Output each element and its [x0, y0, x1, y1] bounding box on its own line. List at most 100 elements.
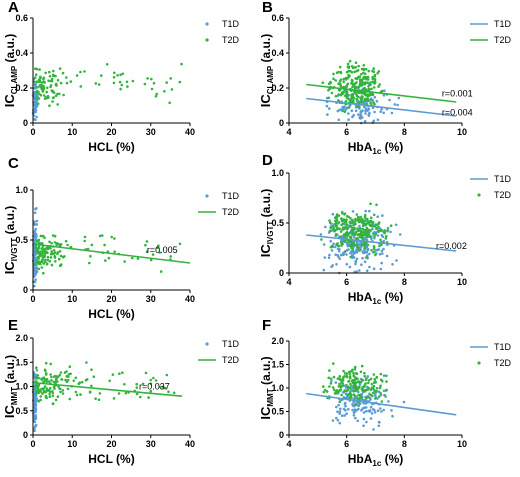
point-t2d — [49, 247, 52, 250]
point-t2d — [346, 65, 350, 68]
point-t1d — [363, 406, 366, 410]
point-t2d — [332, 362, 335, 365]
point-t2d — [370, 93, 374, 96]
point-t2d — [349, 236, 353, 239]
point-t2d — [49, 79, 53, 83]
point-t1d — [393, 103, 397, 106]
x-tick-label: 10 — [457, 277, 467, 287]
y-tick-label: 0.2 — [271, 83, 284, 93]
y-tick-label: 0 — [23, 118, 28, 128]
point-t1d — [355, 257, 359, 261]
point-t2d — [68, 397, 72, 401]
point-t2d — [354, 376, 357, 379]
point-t2d — [94, 82, 98, 85]
point-t2d — [74, 376, 78, 380]
point-t2d — [337, 214, 341, 217]
point-t2d — [165, 81, 168, 84]
point-t2d — [327, 88, 330, 92]
point-t2d — [41, 392, 44, 395]
point-t2d — [38, 241, 42, 245]
point-t2d — [33, 263, 36, 266]
point-t2d — [54, 398, 58, 402]
point-t1d — [35, 368, 39, 372]
point-t2d — [355, 91, 358, 94]
axes: 0 10 20 30 40 0 0.5 1.0 HCL (%) ICIVGTT (a.u.) — [2, 185, 195, 321]
point-t1d — [361, 109, 364, 113]
point-t1d — [382, 374, 386, 377]
y-label-sub: IVGTT — [266, 221, 275, 245]
point-t2d — [159, 385, 162, 389]
point-t2d — [361, 231, 365, 234]
point-t2d — [351, 221, 355, 225]
point-t2d — [372, 232, 375, 235]
point-t1d — [34, 227, 37, 231]
point-t2d — [366, 81, 369, 84]
point-t2d — [53, 254, 56, 258]
point-t2d — [345, 218, 348, 221]
point-t2d — [353, 82, 357, 85]
point-t2d — [59, 254, 63, 258]
point-t2d — [371, 69, 374, 73]
point-t2d — [66, 378, 70, 382]
point-t2d — [360, 220, 364, 224]
point-t2d — [37, 262, 40, 265]
point-t2d — [332, 77, 335, 81]
point-t1d — [352, 236, 356, 239]
point-t2d — [88, 261, 91, 265]
point-t2d — [349, 382, 352, 386]
point-t1d — [339, 407, 342, 411]
point-t2d — [349, 396, 353, 399]
point-t2d — [147, 396, 150, 399]
point-t2d — [51, 96, 55, 100]
point-t2d — [98, 392, 102, 395]
point-t2d — [90, 384, 93, 388]
point-t2d — [373, 378, 377, 381]
point-t2d — [358, 227, 362, 230]
point-t2d — [57, 257, 61, 261]
point-t2d — [385, 374, 388, 378]
x-label-unit: (%) — [381, 140, 403, 154]
y-label-sub: MMT — [10, 387, 19, 405]
point-t2d — [120, 83, 124, 87]
point-t2d — [356, 387, 359, 390]
point-t1d — [334, 381, 338, 384]
point-t1d — [34, 82, 37, 86]
point-t1d — [351, 210, 355, 213]
point-t1d — [34, 414, 37, 417]
y-tick-label: 0 — [279, 118, 284, 128]
point-t2d — [375, 223, 379, 226]
point-t1d — [372, 119, 376, 123]
point-t2d — [346, 62, 350, 66]
point-t1d — [363, 250, 366, 253]
point-t2d — [356, 229, 360, 232]
point-t2d — [334, 216, 337, 219]
point-t2d — [157, 244, 160, 247]
legend-swatch-marker — [205, 38, 209, 42]
point-t2d — [37, 257, 40, 260]
point-t1d — [338, 257, 342, 261]
point-t2d — [336, 99, 340, 102]
point-t2d — [322, 390, 326, 394]
point-t2d — [353, 220, 357, 223]
y-label-main: IC — [2, 94, 17, 108]
point-t2d — [353, 367, 357, 371]
legend: T1D T2D — [470, 342, 512, 368]
point-t2d — [112, 397, 116, 400]
point-t1d — [347, 112, 350, 115]
point-t2d — [361, 217, 364, 221]
point-t2d — [51, 394, 55, 398]
point-t2d — [42, 262, 45, 265]
point-t1d — [33, 211, 37, 215]
point-t1d — [367, 114, 371, 117]
point-t2d — [45, 90, 48, 94]
point-t2d — [98, 234, 102, 238]
point-t2d — [373, 250, 376, 253]
point-t2d — [334, 221, 338, 225]
point-t2d — [338, 65, 342, 69]
point-t2d — [335, 213, 339, 216]
point-t2d — [58, 67, 62, 70]
point-t2d — [377, 225, 380, 228]
legend-label-t2d: T2D — [494, 35, 512, 45]
r-value-annotation: r=0.037 — [139, 382, 170, 392]
point-t2d — [350, 81, 354, 84]
